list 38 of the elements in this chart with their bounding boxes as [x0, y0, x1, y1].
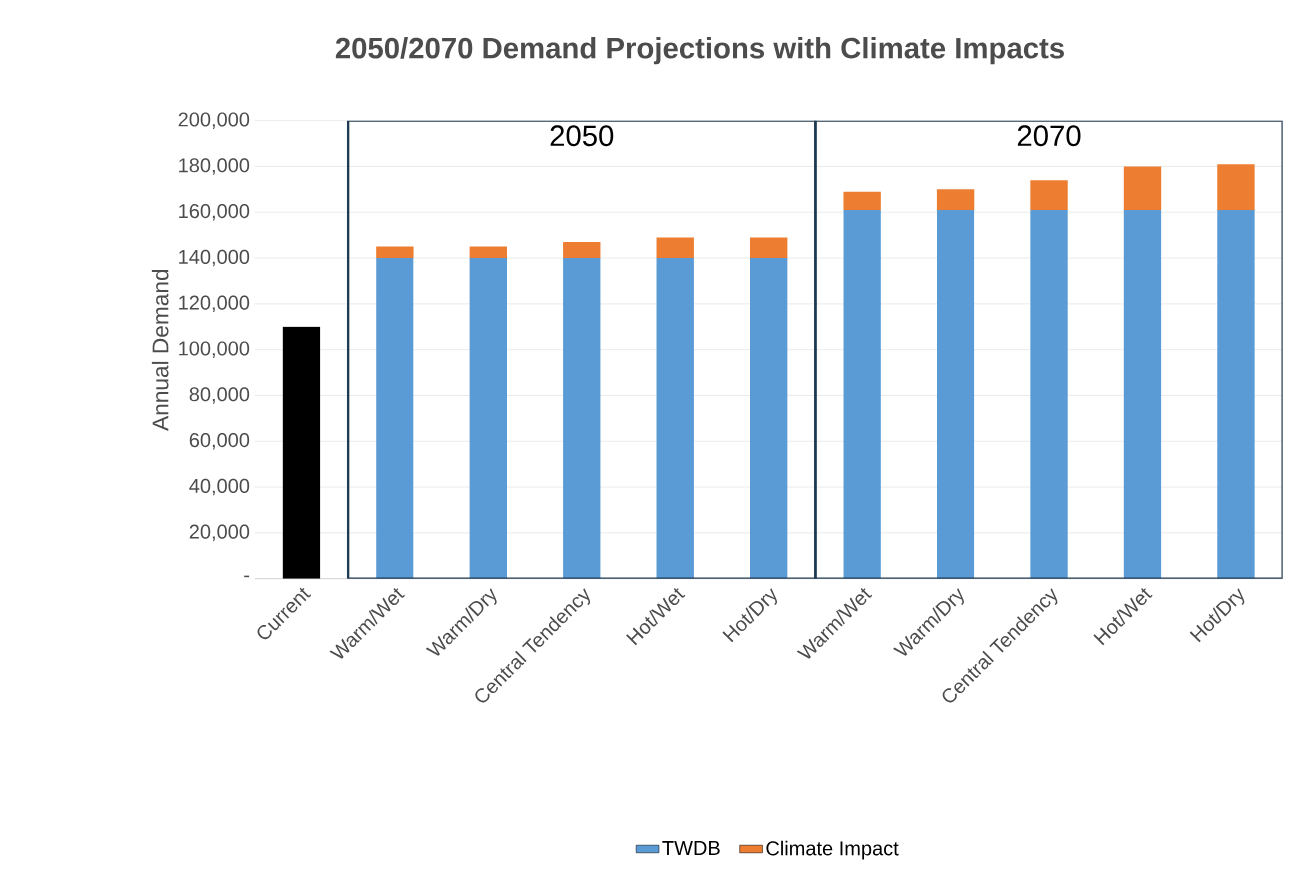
y-tick-label: 160,000 — [179, 204, 250, 221]
annotation: 2070 — [1017, 125, 1081, 147]
bar — [469, 246, 507, 259]
bar — [936, 189, 975, 210]
bar — [376, 258, 414, 579]
bar — [563, 242, 601, 259]
bar — [843, 209, 881, 579]
annotation: 2050 — [550, 125, 614, 147]
bar — [1123, 166, 1162, 210]
bar — [1123, 209, 1162, 579]
bar — [282, 326, 321, 579]
bar — [469, 258, 507, 579]
bar — [656, 258, 694, 579]
y-tick-label: 140,000 — [179, 249, 250, 267]
bar — [749, 237, 788, 259]
bar — [1217, 164, 1255, 210]
y-tick-label: - — [244, 575, 250, 578]
legend-label: Climate Impact — [766, 840, 899, 860]
bar — [936, 209, 975, 579]
y-tick-label: 40,000 — [189, 478, 250, 496]
bar — [749, 258, 788, 579]
y-tick-label: 80,000 — [189, 387, 250, 404]
bar — [1030, 180, 1068, 210]
bar — [376, 246, 414, 259]
y-tick-label: 120,000 — [179, 295, 250, 313]
y-axis-title: Annual Demand — [151, 269, 169, 431]
bar — [1030, 209, 1068, 579]
y-tick-label: 200,000 — [178, 112, 250, 129]
bar — [843, 191, 881, 210]
bar — [1217, 209, 1255, 579]
legend-label: TWDB — [662, 841, 720, 855]
chart-title: 2050/2070 Demand Projections with Climate Impacts — [335, 36, 1064, 65]
y-tick-label: 60,000 — [189, 433, 250, 450]
y-tick-label: 20,000 — [189, 524, 250, 542]
y-tick-label: 180,000 — [179, 158, 250, 175]
bar — [563, 258, 601, 579]
y-tick-label: 100,000 — [179, 341, 250, 358]
bar — [656, 237, 694, 259]
